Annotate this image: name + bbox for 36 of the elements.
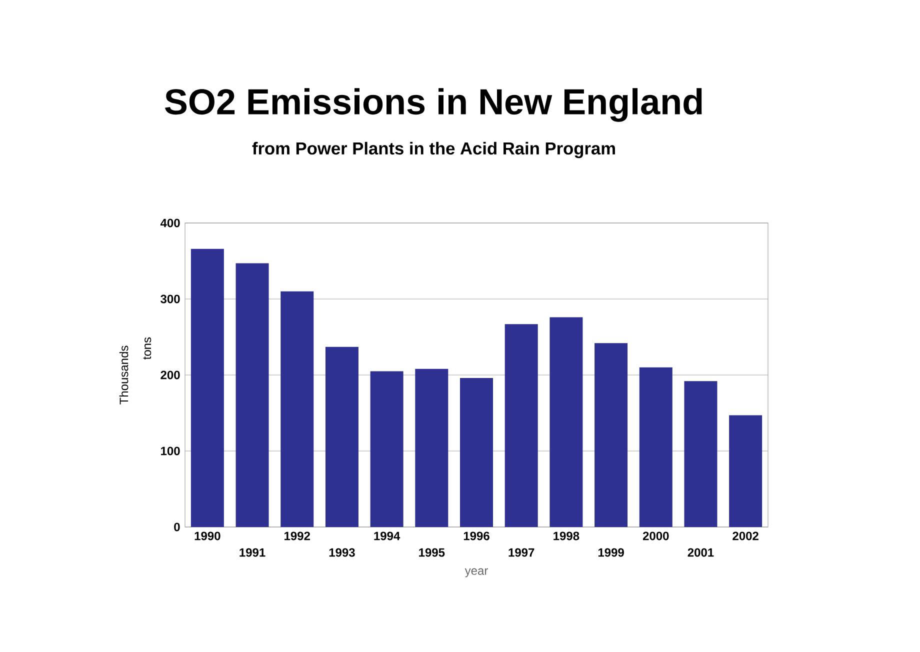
x-tick-label: 2002 [732, 532, 758, 540]
x-tick-label: 1993 [329, 548, 355, 557]
bar [460, 378, 494, 527]
y-tick-label: 0 [174, 522, 180, 532]
y-tick-label: 300 [160, 294, 180, 304]
text: Thousands [119, 346, 128, 404]
x-tick-label: 1992 [284, 532, 310, 540]
bar [504, 324, 538, 527]
x-tick-label: 1996 [464, 532, 490, 540]
x-tick-label: 1994 [374, 532, 400, 540]
x-axis-title: year [464, 568, 488, 578]
bar [594, 343, 628, 527]
bar [684, 381, 718, 527]
x-tick-label: 1998 [554, 532, 580, 540]
x-tick-label: 1999 [598, 548, 624, 557]
y-tick-label: 100 [161, 446, 180, 456]
bar [550, 317, 583, 527]
bar [639, 367, 672, 527]
bar [415, 368, 448, 527]
x-tick-label: 1990 [194, 532, 220, 540]
bar [280, 291, 314, 527]
chart-subtitle: from Power Plants in the Acid Rain Program [252, 142, 615, 158]
chart-title: SO2 Emissions in New England [164, 88, 702, 122]
x-tick-label: 1997 [508, 548, 534, 557]
bar [325, 346, 358, 527]
x-tick-label: 2000 [642, 532, 669, 540]
y-axis-title: tons [143, 337, 152, 360]
bar [729, 415, 762, 527]
bar [190, 248, 224, 527]
bar [370, 371, 404, 527]
x-tick-label: 1991 [240, 548, 266, 557]
x-tick-label: 2001 [688, 548, 714, 557]
y-tick-label: 200 [160, 370, 180, 380]
bar [236, 263, 269, 527]
y-tick-label: 400 [160, 218, 180, 228]
x-tick-label: 1995 [419, 548, 445, 557]
